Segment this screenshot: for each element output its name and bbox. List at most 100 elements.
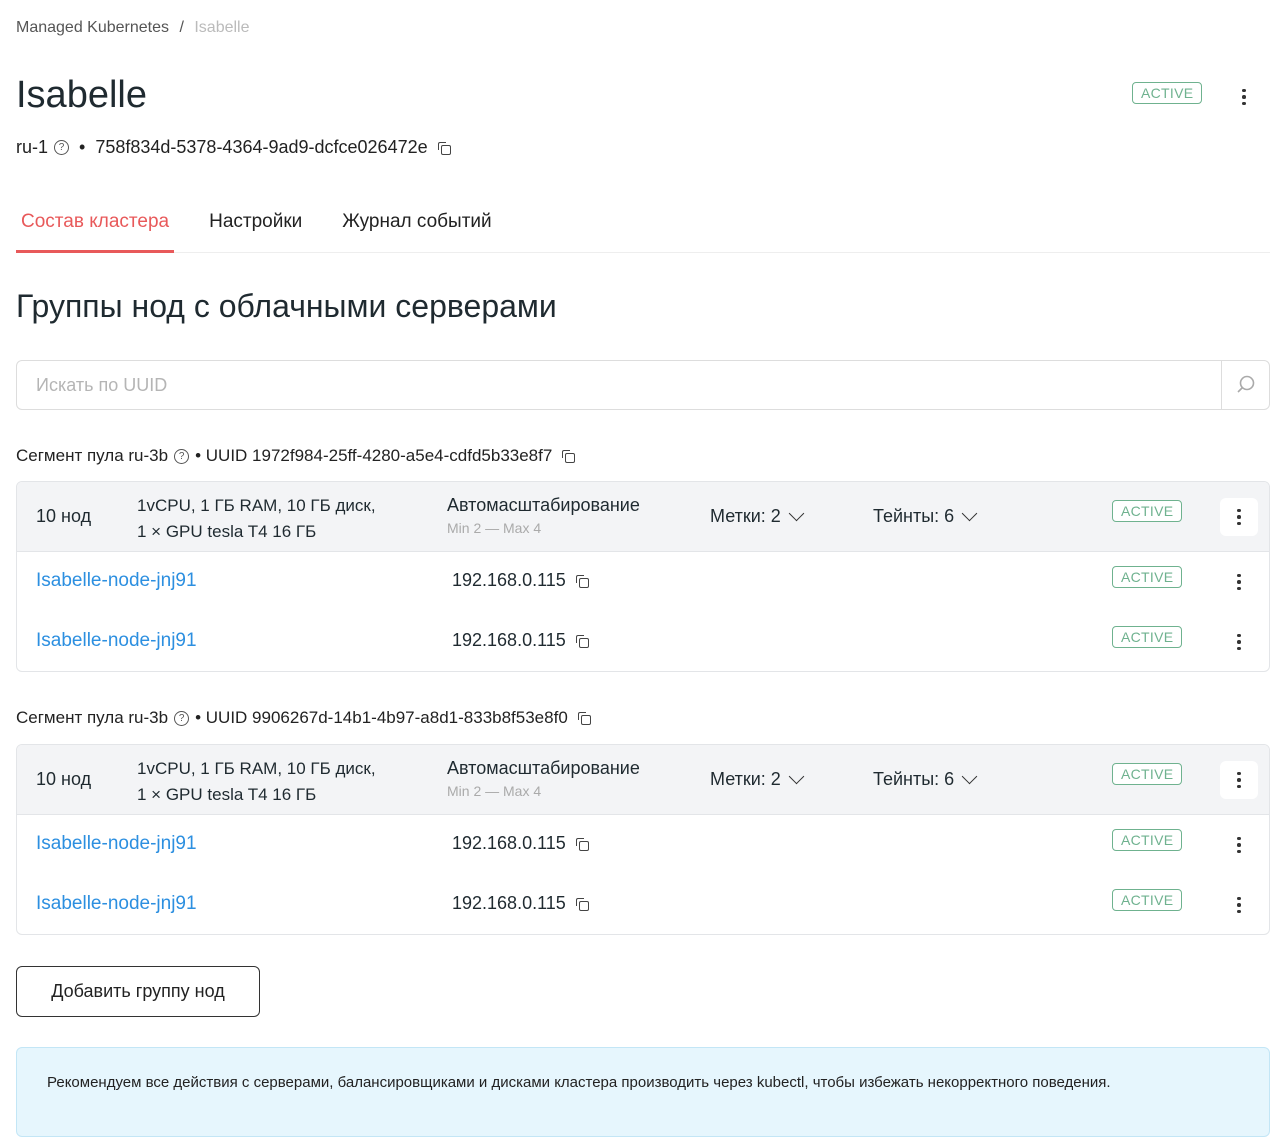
- pool-segment-label: Сегмент пула ru-3b ? • UUID 1972f984-25f…: [16, 446, 576, 466]
- copy-icon[interactable]: [575, 574, 589, 588]
- cluster-meta: ru-1 ? • 758f834d-5378-4364-9ad9-dcfce02…: [16, 137, 451, 158]
- node-group-header: 10 нод 1vCPU, 1 ГБ RAM, 10 ГБ диск, 1 × G…: [17, 745, 1269, 815]
- node-ip: 192.168.0.115: [452, 893, 589, 914]
- node-more-icon[interactable]: [1220, 826, 1258, 864]
- ip-text: 192.168.0.115: [452, 630, 566, 650]
- tab-event-log[interactable]: Журнал событий: [342, 211, 492, 232]
- segment-name: Сегмент пула ru-3b: [16, 446, 169, 465]
- search-icon: [1236, 375, 1254, 393]
- labels-dropdown[interactable]: Метки: 2: [710, 768, 805, 790]
- group-more-icon[interactable]: [1220, 498, 1258, 536]
- spec-line-1: 1vCPU, 1 ГБ RAM, 10 ГБ диск,: [137, 759, 376, 778]
- node-row: Isabelle-node-jnj91 192.168.0.115 ACTIVE: [17, 612, 1269, 671]
- group-more-icon[interactable]: [1220, 761, 1258, 799]
- tabs: Состав кластера Настройки Журнал событий: [16, 205, 1270, 253]
- group-status-badge: ACTIVE: [1112, 763, 1183, 785]
- group-uuid: • UUID 9906267d-14b1-4b97-a8d1-833b8f53e…: [195, 708, 568, 727]
- status-text: ACTIVE: [1112, 566, 1183, 588]
- tab-settings[interactable]: Настройки: [209, 211, 303, 232]
- copy-icon[interactable]: [575, 634, 589, 648]
- breadcrumb-current: Isabelle: [194, 19, 250, 36]
- status-text: ACTIVE: [1112, 500, 1183, 522]
- group-uuid: • UUID 1972f984-25ff-4280-a5e4-cdfd5b33e…: [195, 446, 553, 465]
- status-text: ACTIVE: [1112, 626, 1183, 648]
- help-icon[interactable]: ?: [174, 710, 190, 726]
- node-more-icon[interactable]: [1220, 563, 1258, 601]
- group-status-badge: ACTIVE: [1112, 500, 1183, 522]
- node-row: Isabelle-node-jnj91 192.168.0.115 ACTIVE: [17, 875, 1269, 934]
- labels-text: Метки: 2: [710, 506, 781, 526]
- info-banner: Рекомендуем все действия с серверами, ба…: [16, 1047, 1270, 1137]
- segment-name: Сегмент пула ru-3b: [16, 708, 169, 727]
- node-ip: 192.168.0.115: [452, 630, 589, 651]
- autoscale-label: Автомасштабирование: [447, 758, 640, 778]
- cluster-more-icon[interactable]: [1225, 78, 1263, 116]
- status-text: ACTIVE: [1112, 763, 1183, 785]
- chevron-down-icon: [961, 768, 978, 785]
- breadcrumb-parent[interactable]: Managed Kubernetes: [16, 19, 169, 36]
- taints-text: Тейнты: 6: [873, 769, 955, 789]
- copy-icon[interactable]: [575, 897, 589, 911]
- status-text: ACTIVE: [1112, 889, 1183, 911]
- cluster-status-badge: ACTIVE: [1132, 82, 1203, 104]
- node-more-icon[interactable]: [1220, 623, 1258, 661]
- labels-dropdown[interactable]: Метки: 2: [710, 505, 805, 527]
- node-name-link[interactable]: Isabelle-node-jnj91: [36, 833, 197, 854]
- status-text: ACTIVE: [1112, 829, 1183, 851]
- copy-icon[interactable]: [437, 141, 451, 155]
- autoscale: Автомасштабирование Min 2 — Max 4: [447, 755, 640, 801]
- breadcrumb-separator: /: [179, 19, 184, 36]
- node-ip: 192.168.0.115: [452, 570, 589, 591]
- ip-text: 192.168.0.115: [452, 570, 566, 590]
- node-status-badge: ACTIVE: [1112, 829, 1183, 851]
- node-group-card: 10 нод 1vCPU, 1 ГБ RAM, 10 ГБ диск, 1 × G…: [16, 481, 1270, 672]
- dot: •: [79, 137, 86, 157]
- help-icon[interactable]: ?: [54, 140, 70, 155]
- cluster-uuid: 758f834d-5378-4364-9ad9-dcfce026472e: [95, 137, 428, 157]
- autoscale-range: Min 2 — Max 4: [447, 783, 542, 799]
- breadcrumb: Managed Kubernetes / Isabelle: [16, 19, 250, 37]
- chevron-down-icon: [788, 505, 805, 522]
- chevron-down-icon: [961, 505, 978, 522]
- chevron-down-icon: [788, 768, 805, 785]
- tab-cluster-composition[interactable]: Состав кластера: [16, 205, 175, 253]
- node-spec: 1vCPU, 1 ГБ RAM, 10 ГБ диск, 1 × GPU tesl…: [137, 756, 376, 808]
- status-text: ACTIVE: [1132, 82, 1203, 104]
- labels-text: Метки: 2: [710, 769, 781, 789]
- spec-line-1: 1vCPU, 1 ГБ RAM, 10 ГБ диск,: [137, 496, 376, 515]
- node-spec: 1vCPU, 1 ГБ RAM, 10 ГБ диск, 1 × GPU tesl…: [137, 493, 376, 545]
- node-name-link[interactable]: Isabelle-node-jnj91: [36, 570, 197, 591]
- node-name-link[interactable]: Isabelle-node-jnj91: [36, 630, 197, 651]
- node-status-badge: ACTIVE: [1112, 889, 1183, 911]
- taints-text: Тейнты: 6: [873, 506, 955, 526]
- node-ip: 192.168.0.115: [452, 833, 589, 854]
- copy-icon[interactable]: [577, 712, 591, 725]
- add-node-group-button[interactable]: Добавить группу нод: [16, 966, 260, 1017]
- pool-segment-label: Сегмент пула ru-3b ? • UUID 9906267d-14b…: [16, 708, 591, 728]
- ip-text: 192.168.0.115: [452, 833, 566, 853]
- node-name-link[interactable]: Isabelle-node-jnj91: [36, 893, 197, 914]
- node-count: 10 нод: [36, 769, 92, 789]
- node-more-icon[interactable]: [1220, 886, 1258, 924]
- autoscale-label: Автомасштабирование: [447, 495, 640, 515]
- node-count: 10 нод: [36, 506, 92, 526]
- search-input[interactable]: [17, 361, 1221, 409]
- copy-icon[interactable]: [575, 837, 589, 851]
- node-group-header: 10 нод 1vCPU, 1 ГБ RAM, 10 ГБ диск, 1 × G…: [17, 482, 1269, 552]
- help-icon[interactable]: ?: [174, 448, 190, 464]
- page-title: Isabelle: [16, 74, 147, 116]
- node-status-badge: ACTIVE: [1112, 566, 1183, 588]
- search-button[interactable]: [1221, 361, 1269, 409]
- taints-dropdown[interactable]: Тейнты: 6: [873, 505, 978, 527]
- node-row: Isabelle-node-jnj91 192.168.0.115 ACTIVE: [17, 552, 1269, 612]
- ip-text: 192.168.0.115: [452, 893, 566, 913]
- region: ru-1: [16, 137, 49, 157]
- node-group-card: 10 нод 1vCPU, 1 ГБ RAM, 10 ГБ диск, 1 × G…: [16, 744, 1270, 935]
- taints-dropdown[interactable]: Тейнты: 6: [873, 768, 978, 790]
- spec-line-2: 1 × GPU tesla T4 16 ГБ: [137, 522, 317, 541]
- autoscale-range: Min 2 — Max 4: [447, 520, 542, 536]
- autoscale: Автомасштабирование Min 2 — Max 4: [447, 492, 640, 538]
- node-status-badge: ACTIVE: [1112, 626, 1183, 648]
- copy-icon[interactable]: [562, 450, 576, 463]
- node-row: Isabelle-node-jnj91 192.168.0.115 ACTIVE: [17, 815, 1269, 875]
